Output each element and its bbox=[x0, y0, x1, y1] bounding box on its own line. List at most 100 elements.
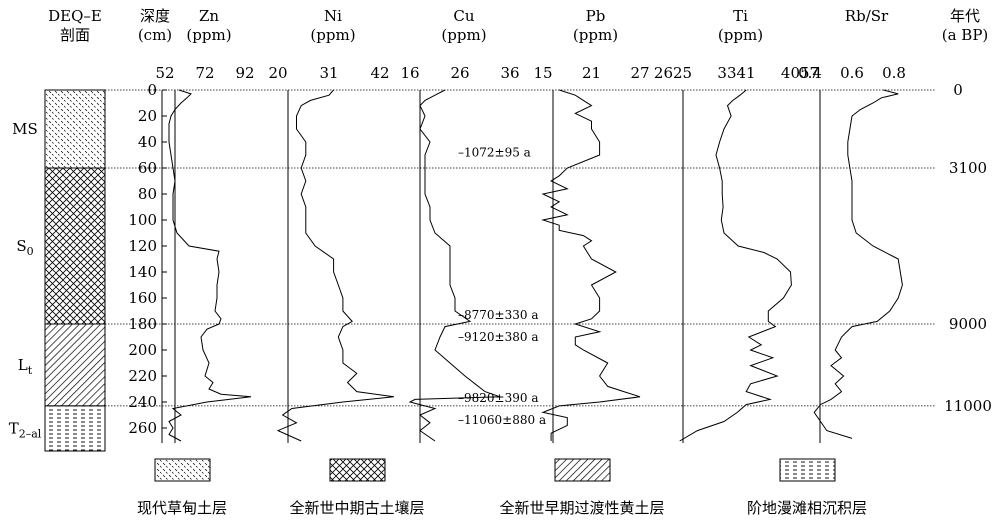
x-tick-label-0: 15 bbox=[533, 64, 552, 82]
depth-tick-label-260: 260 bbox=[128, 419, 157, 437]
x-tick-label-0: 0.4 bbox=[798, 64, 822, 82]
series-unit: (ppm) bbox=[310, 26, 355, 44]
stratum-2-fill bbox=[44, 323, 106, 407]
age-label-1: 9000 bbox=[949, 315, 987, 333]
x-tick-label-2: 92 bbox=[235, 64, 254, 82]
x-tick-label-2: 27 bbox=[630, 64, 649, 82]
depth-tick-label-220: 220 bbox=[128, 367, 157, 385]
depth-tick-label-80: 80 bbox=[138, 185, 157, 203]
legend-item-2: 全新世早期过渡性黄土层 bbox=[499, 458, 665, 517]
stratum-label-sub: 0 bbox=[27, 245, 34, 258]
x-tick-label-1: 0.6 bbox=[840, 64, 864, 82]
series-unit: (ppm) bbox=[186, 26, 231, 44]
legend-label: 现代草甸土层 bbox=[137, 499, 227, 517]
age-label-0: 3100 bbox=[949, 159, 987, 177]
series-unit: (ppm) bbox=[441, 26, 486, 44]
panel-zn: Zn(ppm) 52 72 92 bbox=[155, 7, 255, 443]
panel-pb: Pb(ppm) 15 21 27 bbox=[533, 7, 650, 443]
x-tick-label-1: 3341 bbox=[717, 64, 755, 82]
x-tick-label-0: 16 bbox=[400, 64, 419, 82]
depth-header-line2: (cm) bbox=[138, 26, 172, 44]
series-unit: (ppm) bbox=[718, 26, 763, 44]
panel-ni: Ni(ppm) 20 31 42 bbox=[268, 7, 394, 443]
age-header-line1: 年代 bbox=[950, 7, 980, 25]
x-tick-label-1: 26 bbox=[450, 64, 469, 82]
stratum-label-2: Lt bbox=[18, 356, 33, 377]
depth-tick-label-40: 40 bbox=[138, 133, 157, 151]
age-annotation-4: –11060±880 a bbox=[458, 413, 546, 427]
x-tick-label-2: 0.8 bbox=[882, 64, 906, 82]
x-tick-label-1: 21 bbox=[582, 64, 601, 82]
series-line bbox=[541, 89, 641, 441]
legend-swatch bbox=[154, 458, 211, 482]
age-annotation-0: –1072±95 a bbox=[458, 145, 531, 159]
legend-item-0: 现代草甸土层 bbox=[137, 458, 227, 517]
stratum-label-main: L bbox=[18, 356, 28, 374]
series-line bbox=[168, 89, 252, 442]
legend-swatch bbox=[329, 458, 386, 482]
depth-tick-label-0: 0 bbox=[147, 81, 157, 99]
legend-label: 全新世中期古土壤层 bbox=[289, 499, 424, 517]
stratum-label-0: MS bbox=[12, 120, 38, 138]
stratum-label-sub: 2–al bbox=[19, 427, 42, 440]
stratum-0-fill bbox=[44, 89, 106, 169]
x-tick-label-1: 31 bbox=[319, 64, 338, 82]
legend-label: 阶地漫滩相沉积层 bbox=[747, 499, 867, 517]
stratum-3-fill bbox=[44, 405, 106, 452]
legend: 现代草甸土层 全新世中期古土壤层 全新世早期过渡性黄土层 阶地漫滩相沉积层 bbox=[137, 458, 867, 517]
depth-tick-label-20: 20 bbox=[138, 107, 157, 125]
depth-tick-label-240: 240 bbox=[128, 393, 157, 411]
series-name: Cu bbox=[453, 7, 474, 25]
panel-cu: Cu(ppm) 16 26 36 bbox=[400, 7, 520, 443]
depth-header-line1: 深度 bbox=[140, 7, 170, 25]
series-line bbox=[813, 89, 903, 439]
age-labels: 0 3100 9000 11000 bbox=[944, 81, 992, 415]
age-label-2: 11000 bbox=[944, 397, 992, 415]
depth-tick-label-100: 100 bbox=[128, 211, 157, 229]
depth-tick-label-120: 120 bbox=[128, 237, 157, 255]
age-label-top: 0 bbox=[953, 81, 963, 99]
stratigraphic-column: MS S0 Lt T2–al bbox=[9, 89, 106, 452]
age-annotation-3: –9820±390 a bbox=[458, 391, 538, 405]
age-annotations: –1072±95 a –8770±330 a –9120±380 a –9820±39… bbox=[458, 145, 546, 427]
x-tick-label-2: 36 bbox=[500, 64, 519, 82]
series-name: Rb/Sr bbox=[845, 7, 889, 25]
x-tick-label-2: 42 bbox=[370, 64, 389, 82]
series-name: Zn bbox=[199, 7, 219, 25]
legend-swatch bbox=[554, 458, 611, 482]
age-annotation-2: –9120±380 a bbox=[458, 330, 538, 344]
stratum-label-main: MS bbox=[12, 120, 38, 138]
depth-tick-label-180: 180 bbox=[128, 315, 157, 333]
depth-tick-label-200: 200 bbox=[128, 341, 157, 359]
x-tick-label-0: 52 bbox=[155, 64, 174, 82]
section-header-line1: DEQ–E bbox=[48, 7, 102, 25]
depth-tick-label-160: 160 bbox=[128, 289, 157, 307]
stratum-label-main: S bbox=[16, 237, 26, 255]
series-line bbox=[408, 89, 501, 442]
legend-item-1: 全新世中期古土壤层 bbox=[289, 458, 425, 517]
boundary-lines bbox=[105, 89, 935, 407]
stratum-1-fill bbox=[44, 167, 106, 325]
legend-swatch bbox=[779, 458, 836, 482]
panel-rb-sr: Rb/Sr 0.4 0.6 0.8 bbox=[798, 7, 906, 443]
depth-tick-label-140: 140 bbox=[128, 263, 157, 281]
x-tick-label-0: 20 bbox=[268, 64, 287, 82]
stratum-label-sub: t bbox=[28, 364, 33, 377]
series-line bbox=[679, 89, 792, 442]
column-headers: DEQ–E 剖面 深度 (cm) 年代 (a BP) bbox=[48, 7, 988, 44]
stratum-label-main: T bbox=[9, 419, 19, 437]
series-name: Ti bbox=[733, 7, 748, 25]
panel-ti: Ti(ppm) 2625 3341 4057 bbox=[654, 7, 819, 443]
x-tick-label-1: 72 bbox=[195, 64, 214, 82]
section-header-line2: 剖面 bbox=[60, 26, 90, 44]
series-name: Ni bbox=[324, 7, 342, 25]
x-tick-label-2: 4057 bbox=[781, 64, 819, 82]
legend-label: 全新世早期过渡性黄土层 bbox=[499, 499, 664, 517]
legend-item-3: 阶地漫滩相沉积层 bbox=[747, 458, 867, 517]
series-line bbox=[276, 89, 394, 442]
age-annotation-1: –8770±330 a bbox=[458, 308, 538, 322]
age-header-line2: (a BP) bbox=[942, 26, 989, 44]
